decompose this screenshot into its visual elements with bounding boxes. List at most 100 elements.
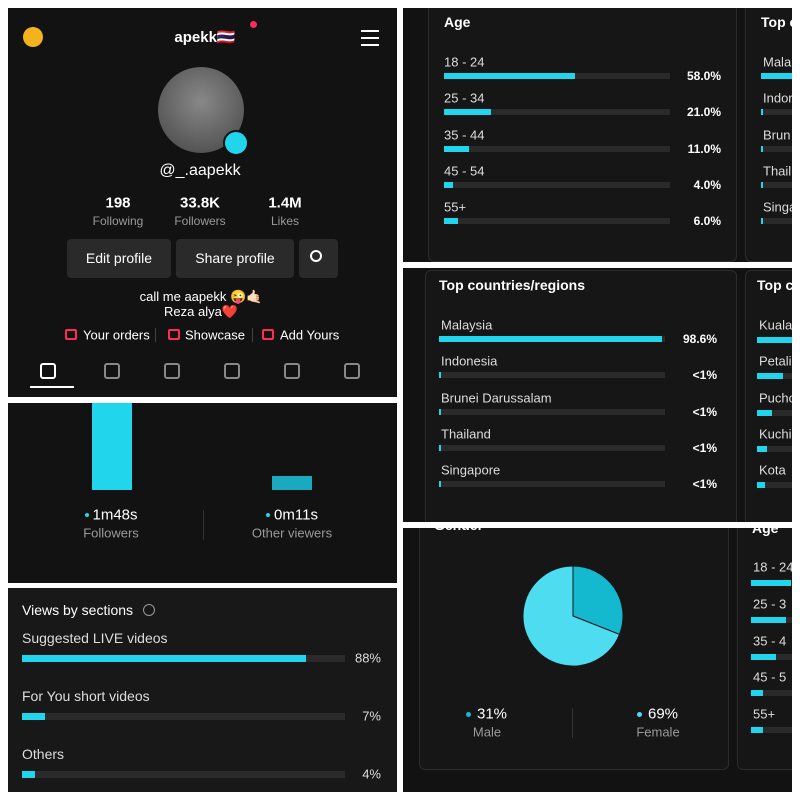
bar [444, 73, 576, 79]
add-avatar-button[interactable] [223, 130, 249, 156]
row-label: Kuala [759, 317, 792, 333]
bar [444, 109, 492, 116]
bar-track [444, 218, 670, 224]
dot [266, 513, 270, 517]
bar-track [761, 145, 792, 152]
row-label: For You short videos [22, 688, 150, 704]
link: Your orders [83, 327, 150, 343]
username: apekk🇹🇭 [174, 29, 236, 46]
bar [444, 181, 454, 188]
panel: Age 18 - 24 58.0% 25 - 34 21.0% 35 - 44 11.0% 4… [403, 8, 792, 262]
stat-value: 198 [105, 194, 131, 212]
menu-icon-line [361, 30, 379, 32]
bar-track [22, 771, 345, 778]
bar-track [444, 145, 670, 152]
row-label: Mala [763, 54, 792, 70]
card-title: Top countries/regions [439, 277, 585, 293]
panel: 1m48s Followers 0m11s Other viewers [8, 403, 397, 583]
tab-icon[interactable] [104, 363, 120, 379]
row-label: Suggested LIVE videos [22, 630, 168, 646]
bar-track [751, 690, 792, 697]
menu-icon-line [361, 37, 379, 39]
divider [572, 708, 573, 738]
row-label: Others [22, 746, 65, 762]
bar-track [22, 713, 345, 720]
bar [444, 218, 458, 224]
button[interactable] [67, 239, 171, 278]
bio-line: call me aapekk 😜🤙🏻 [139, 289, 263, 304]
bar-track [761, 218, 792, 224]
card-title: Gender [434, 528, 483, 533]
bar [439, 481, 441, 487]
row-label: Indonesia [441, 353, 498, 369]
bar-track [439, 481, 665, 487]
dot [637, 712, 642, 717]
gender-value: 31% [476, 705, 508, 723]
row-label: Thailand [441, 426, 491, 442]
card [745, 270, 792, 522]
bar [757, 337, 792, 343]
pie-chart [522, 565, 624, 667]
bar [444, 145, 469, 152]
tab-icon[interactable] [344, 363, 360, 379]
bar [22, 713, 45, 720]
bar [22, 655, 307, 662]
link: Add Yours [280, 327, 340, 343]
card-title: Top c [757, 277, 792, 293]
handle: @_.aapekk [159, 162, 241, 179]
tab-icon[interactable] [224, 363, 240, 379]
row-label: Singa [763, 199, 792, 215]
tab-icon[interactable] [164, 363, 180, 379]
panel: Views by sections Suggested LIVE videos 88… [8, 588, 397, 792]
pie-slice [572, 565, 624, 636]
row-label: Puchc [759, 390, 792, 405]
button[interactable] [176, 239, 294, 278]
dot [466, 712, 471, 717]
row-label: 55+ [444, 199, 467, 215]
row-value: 21.0% [686, 105, 721, 120]
link-divider [155, 328, 156, 342]
watch-value: 0m11s [274, 506, 318, 524]
row-value: <1% [692, 368, 717, 383]
link-icon [262, 329, 274, 340]
stat-value: 33.8K [179, 194, 221, 212]
row-value: 98.6% [682, 332, 717, 346]
bar [751, 727, 763, 733]
bar [757, 409, 772, 416]
bar [761, 181, 763, 188]
button-label: Share profile [195, 250, 275, 266]
bar [751, 690, 763, 697]
row-label: 35 - 44 [444, 127, 485, 142]
bar [92, 403, 132, 490]
notification-dot [250, 21, 257, 28]
panel: Gender 31%Male 69%Female Age 18 - 24 25 - 3 35… [403, 528, 792, 792]
stat-label: Likes [270, 214, 300, 228]
tab-icon[interactable] [284, 363, 300, 379]
row-value: 11.0% [687, 141, 721, 156]
coin-icon [23, 27, 43, 47]
bar [22, 771, 35, 778]
row-label: Singapore [441, 462, 501, 478]
bar-track [444, 181, 670, 188]
row-label: Kota [759, 462, 786, 478]
stat-label: Following [92, 214, 144, 228]
row-value: <1% [692, 404, 717, 419]
row-value: 7% [362, 708, 381, 724]
info-icon [143, 604, 155, 616]
bar [761, 218, 763, 224]
row-label: Indor [763, 90, 792, 106]
divider [203, 510, 204, 540]
row-label: 45 - 5 [753, 669, 787, 685]
row-label: Kuchi [759, 426, 792, 442]
coin-letter [23, 27, 43, 47]
gender-value: 69% [647, 705, 679, 723]
bar [757, 445, 767, 452]
bar-track [439, 408, 665, 415]
tab-icon[interactable] [40, 363, 56, 379]
bar [439, 444, 441, 451]
link-divider [252, 328, 253, 342]
bar-track [444, 109, 670, 116]
row-value: 4.0% [693, 177, 721, 192]
bar [751, 580, 791, 586]
row-value: <1% [692, 477, 717, 491]
